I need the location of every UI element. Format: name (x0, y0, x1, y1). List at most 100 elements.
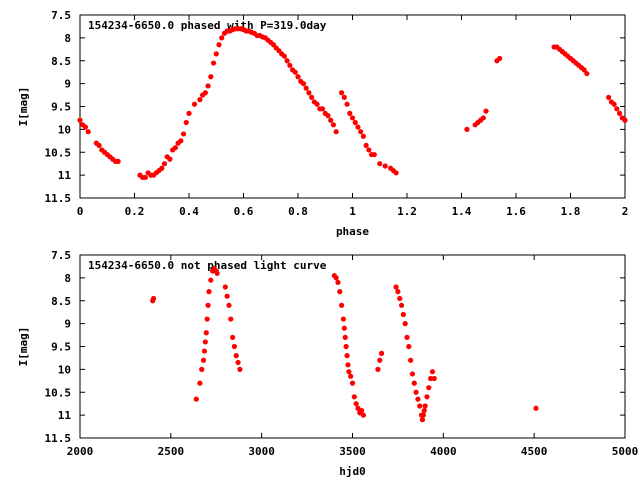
data-point (85, 129, 91, 135)
data-point (183, 119, 189, 126)
x-tick-label: 3000 (248, 445, 275, 458)
data-point (622, 117, 628, 123)
data-point (340, 316, 347, 322)
y-axis-title: I[mag] (17, 87, 30, 127)
data-point (142, 174, 148, 181)
data-point (355, 124, 361, 130)
y-tick-label: 10.5 (45, 386, 72, 399)
data-point (328, 117, 334, 123)
data-point (204, 316, 210, 322)
data-point (213, 51, 219, 57)
data-point (335, 279, 341, 286)
data-point (371, 151, 377, 158)
data-point (363, 142, 369, 148)
y-tick-label: 7.5 (51, 249, 71, 262)
x-tick-label: 2000 (67, 445, 94, 458)
data-point (337, 289, 343, 295)
y-tick-label: 11 (58, 169, 72, 182)
data-point (581, 67, 587, 73)
data-point (202, 339, 208, 345)
data-point (172, 145, 178, 151)
y-tick-label: 9.5 (51, 341, 71, 354)
data-point (408, 357, 414, 363)
data-point (614, 106, 620, 112)
data-point (345, 362, 351, 368)
data-point (382, 163, 388, 169)
data-point (431, 375, 437, 382)
data-point (206, 289, 212, 295)
data-point (306, 90, 312, 96)
x-axis-title: hjd0 (339, 465, 366, 478)
data-point (533, 405, 539, 411)
data-point (378, 350, 385, 356)
y-tick-label: 11.5 (45, 432, 72, 445)
data-point (167, 156, 173, 162)
data-series (150, 266, 539, 423)
x-tick-label: 2 (622, 205, 629, 218)
data-point (349, 380, 356, 386)
y-tick-label: 10.5 (45, 146, 72, 159)
data-point (205, 83, 211, 89)
data-point (216, 42, 222, 48)
x-tick-label: 1.6 (506, 205, 526, 218)
data-point (292, 69, 298, 75)
data-point (222, 284, 228, 290)
data-point (344, 353, 350, 359)
data-point (228, 316, 234, 322)
data-point (115, 158, 121, 164)
x-tick-label: 0.6 (234, 205, 254, 218)
data-point (395, 289, 401, 295)
x-tick-label: 4500 (521, 445, 548, 458)
data-point (333, 275, 339, 281)
data-point (193, 396, 199, 402)
x-tick-label: 1.2 (397, 205, 417, 218)
x-tick-label: 1.8 (561, 205, 581, 218)
data-point (347, 110, 353, 116)
data-point (150, 295, 157, 302)
data-point (464, 126, 470, 132)
data-point (358, 129, 364, 135)
data-point (480, 115, 486, 121)
y-tick-label: 9 (64, 78, 71, 91)
data-point (428, 375, 434, 382)
data-point (413, 389, 419, 395)
data-point (191, 101, 198, 107)
data-point (233, 353, 239, 359)
data-point (341, 325, 347, 331)
data-point (319, 106, 326, 112)
chart-panel-2: 2000 2500 3000 3500 4000 4500 5000 7.5 8 8.5 9 9.5 1… (17, 249, 638, 478)
data-point (606, 94, 612, 100)
data-point (397, 295, 403, 302)
data-point (237, 366, 243, 372)
data-point (325, 113, 331, 119)
y-tick-label: 7.5 (51, 9, 71, 22)
data-point (199, 366, 205, 372)
data-point (82, 124, 89, 130)
data-point (235, 359, 241, 366)
data-point (360, 133, 366, 139)
data-point (159, 165, 165, 171)
data-point (200, 357, 207, 363)
data-point (287, 62, 293, 68)
data-point (224, 293, 230, 299)
data-point (421, 407, 427, 414)
data-point (303, 85, 309, 91)
data-point (616, 110, 623, 116)
data-point (377, 161, 383, 167)
data-point (393, 284, 399, 290)
data-point (284, 58, 290, 64)
data-point (420, 412, 426, 418)
data-point (352, 119, 358, 126)
data-point (197, 97, 203, 103)
x-tick-label: 0.2 (125, 205, 145, 218)
chart-title: 154234-6650.0 not phased light curve (88, 259, 327, 272)
chart-title: 154234-6650.0 phased with P=319.0day (88, 19, 327, 32)
data-point (393, 170, 399, 176)
y-tick-label: 10 (58, 363, 71, 376)
data-point (366, 147, 372, 153)
data-point (219, 35, 225, 41)
x-tick-label: 2500 (158, 445, 185, 458)
data-point (295, 74, 301, 80)
data-point (180, 131, 187, 137)
